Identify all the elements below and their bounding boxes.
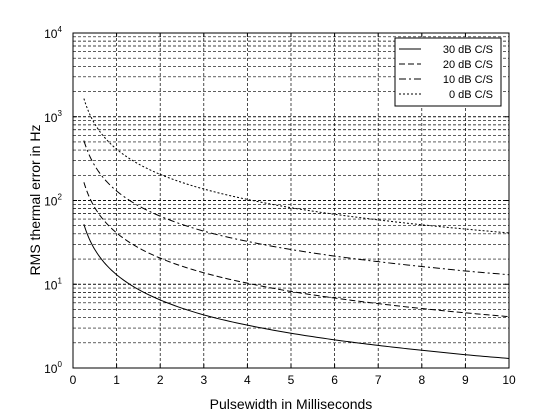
y-tick-label: 102 <box>44 193 62 209</box>
series-line <box>83 98 510 234</box>
x-tick-label: 10 <box>502 373 516 387</box>
grid <box>73 33 509 368</box>
x-tick-label: 9 <box>462 373 469 387</box>
y-tick-label: 101 <box>44 276 62 292</box>
x-tick-label: 2 <box>157 373 164 387</box>
x-axis-ticks: 0 1 2 3 4 5 6 7 8 9 10 <box>70 33 516 387</box>
x-tick-label: 6 <box>331 373 338 387</box>
x-tick-label: 4 <box>244 373 251 387</box>
x-tick-label: 8 <box>418 373 425 387</box>
x-tick-label: 3 <box>200 373 207 387</box>
legend: 30 dB C/S 20 dB C/S 10 dB C/S 0 dB C/S <box>394 37 502 107</box>
series-layer <box>83 98 510 359</box>
legend-label: 10 dB C/S <box>443 74 493 86</box>
y-tick-label: 103 <box>44 109 62 125</box>
y-axis-ticks: 100 101 102 103 104 <box>44 25 509 376</box>
legend-label: 20 dB C/S <box>443 59 493 71</box>
legend-label: 30 dB C/S <box>443 44 493 56</box>
legend-label: 0 dB C/S <box>449 89 493 101</box>
y-axis-label: RMS thermal error in Hz <box>27 125 43 276</box>
series-line <box>83 140 510 276</box>
x-axis-label: Pulsewidth in Milliseconds <box>210 396 373 412</box>
series-line <box>83 182 510 318</box>
y-tick-label: 104 <box>44 25 62 41</box>
x-tick-label: 0 <box>70 373 77 387</box>
x-tick-label: 1 <box>113 373 120 387</box>
x-tick-label: 7 <box>375 373 382 387</box>
x-tick-label: 5 <box>288 373 295 387</box>
y-tick-label: 100 <box>44 360 62 376</box>
series-line <box>83 224 510 359</box>
